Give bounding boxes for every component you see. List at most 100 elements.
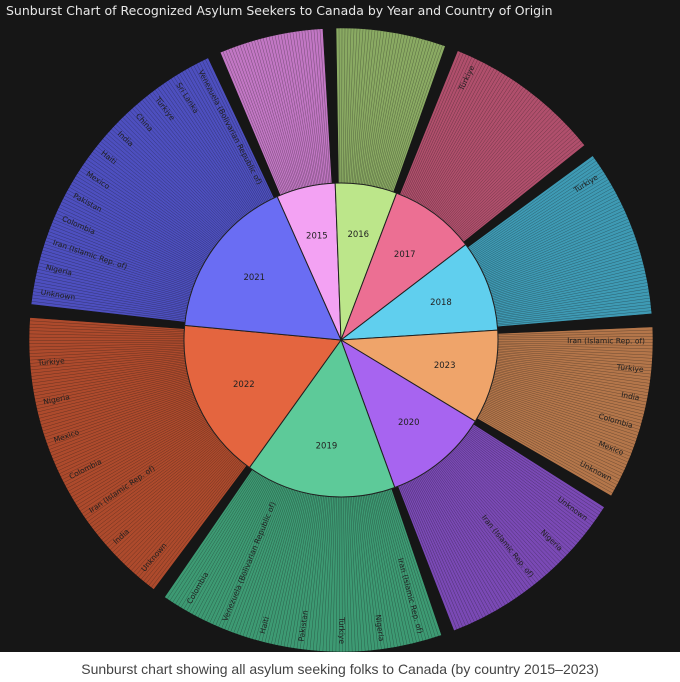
year-segment-2017[interactable] (339, 192, 467, 342)
country-slice-divider (484, 402, 627, 466)
country-slice-divider (277, 493, 310, 646)
country-slice-divider (124, 114, 233, 227)
country-slice-divider (55, 213, 198, 277)
year-segment-2020[interactable] (340, 338, 476, 489)
country-slice-divider (39, 259, 190, 300)
country-slice-divider (359, 495, 379, 650)
country-slice-divider (492, 381, 642, 424)
country-slice-divider (369, 33, 400, 186)
country-slice-divider (72, 181, 206, 261)
country-slice-divider (440, 461, 540, 582)
country-slice-divider (489, 390, 637, 442)
country-slice-divider (470, 427, 600, 516)
country-slice-divider (423, 473, 506, 606)
country-slice-divider (120, 119, 231, 230)
country-slice-divider (41, 252, 191, 297)
country-slice-divider (45, 240, 193, 291)
country-slice-divider (455, 126, 569, 233)
country-slice-divider (325, 496, 334, 652)
country-slice-divider (56, 404, 198, 469)
country-slice-divider (225, 49, 284, 195)
country-slice-divider (187, 68, 265, 204)
country-slice-divider (431, 84, 522, 212)
country-slice-divider (292, 31, 317, 185)
country-label: Türkiye (615, 362, 644, 374)
year-segment-2021[interactable] (184, 195, 342, 341)
country-slice-divider (186, 476, 264, 612)
country-slice-divider (493, 378, 644, 418)
country-slice-divider (87, 431, 214, 523)
year-segment-2019[interactable] (248, 338, 396, 498)
country-slice-divider (497, 307, 652, 324)
country-slice-divider (196, 63, 269, 201)
country-slice-divider (497, 341, 653, 343)
country-slice-divider (295, 31, 319, 185)
country-slice-divider (277, 34, 310, 187)
country-slice-divider (496, 300, 651, 321)
country-slice-divider (35, 278, 188, 310)
country-slice-divider (262, 37, 303, 189)
country-slice-divider (354, 29, 370, 184)
country-slice-divider (35, 371, 188, 403)
country-slice-divider (432, 86, 524, 213)
country-slice-divider (371, 33, 403, 187)
country-slice-divider (129, 110, 235, 225)
country-slice-divider (352, 496, 366, 652)
country-slice-divider (280, 33, 311, 186)
country-slice-divider (491, 384, 640, 430)
country-slice-divider (39, 380, 190, 422)
country-slice-divider (44, 243, 192, 292)
country-slice-divider (123, 452, 232, 565)
country-slice-divider (61, 201, 201, 271)
year-label: 2018 (430, 298, 452, 308)
country-slice-divider (360, 30, 382, 185)
country-slice-divider (468, 431, 594, 524)
country-slice-divider (496, 361, 650, 384)
year-segment-2023[interactable] (339, 329, 499, 423)
country-slice-divider (32, 294, 186, 318)
country-slice-divider (31, 300, 186, 321)
country-slice-divider (487, 230, 634, 286)
country-slice-divider (190, 66, 266, 203)
country-slice-divider (490, 242, 638, 292)
country-slice-divider (470, 163, 599, 252)
country-slice-divider (480, 198, 620, 270)
year-segment-2022[interactable] (183, 324, 342, 469)
country-slice-divider (40, 256, 190, 299)
country-slice-divider (459, 135, 577, 238)
country-slice-divider (257, 39, 300, 189)
country-slice-divider (460, 137, 579, 239)
country-slice-divider (45, 390, 193, 441)
country-slice-divider (419, 69, 498, 205)
country-slice-divider (307, 29, 325, 184)
country-slice-divider (375, 35, 411, 188)
country-slice-divider (497, 356, 652, 375)
year-segment-2018[interactable] (339, 243, 499, 341)
country-slice-divider (477, 184, 612, 263)
country-slice-divider (345, 28, 352, 184)
country-slice-divider (293, 495, 318, 649)
country-slice-divider (426, 77, 511, 209)
country-slice-divider (29, 320, 185, 331)
country-slice-divider (481, 201, 621, 271)
country-slice-divider (299, 495, 321, 650)
country-slice-divider (385, 490, 430, 640)
country-slice-divider (258, 491, 300, 641)
country-slice-divider (468, 430, 596, 521)
country-slice-divider (140, 460, 241, 580)
country-slice-divider (426, 471, 511, 602)
country-slice-divider (150, 464, 246, 588)
country-slice-divider (495, 369, 648, 400)
country-slice-divider (493, 377, 645, 415)
country-slice-divider (298, 30, 321, 185)
country-slice-divider (383, 39, 426, 189)
country-slice-divider (488, 392, 636, 445)
country-label: Iran (Islamic Rep. of) (567, 336, 645, 345)
country-slice-divider (477, 416, 613, 494)
year-label: 2015 (306, 232, 328, 242)
country-slice-divider (37, 268, 189, 305)
country-slice-divider (366, 32, 394, 186)
country-slice-divider (359, 30, 379, 185)
country-slice-divider (372, 34, 406, 187)
